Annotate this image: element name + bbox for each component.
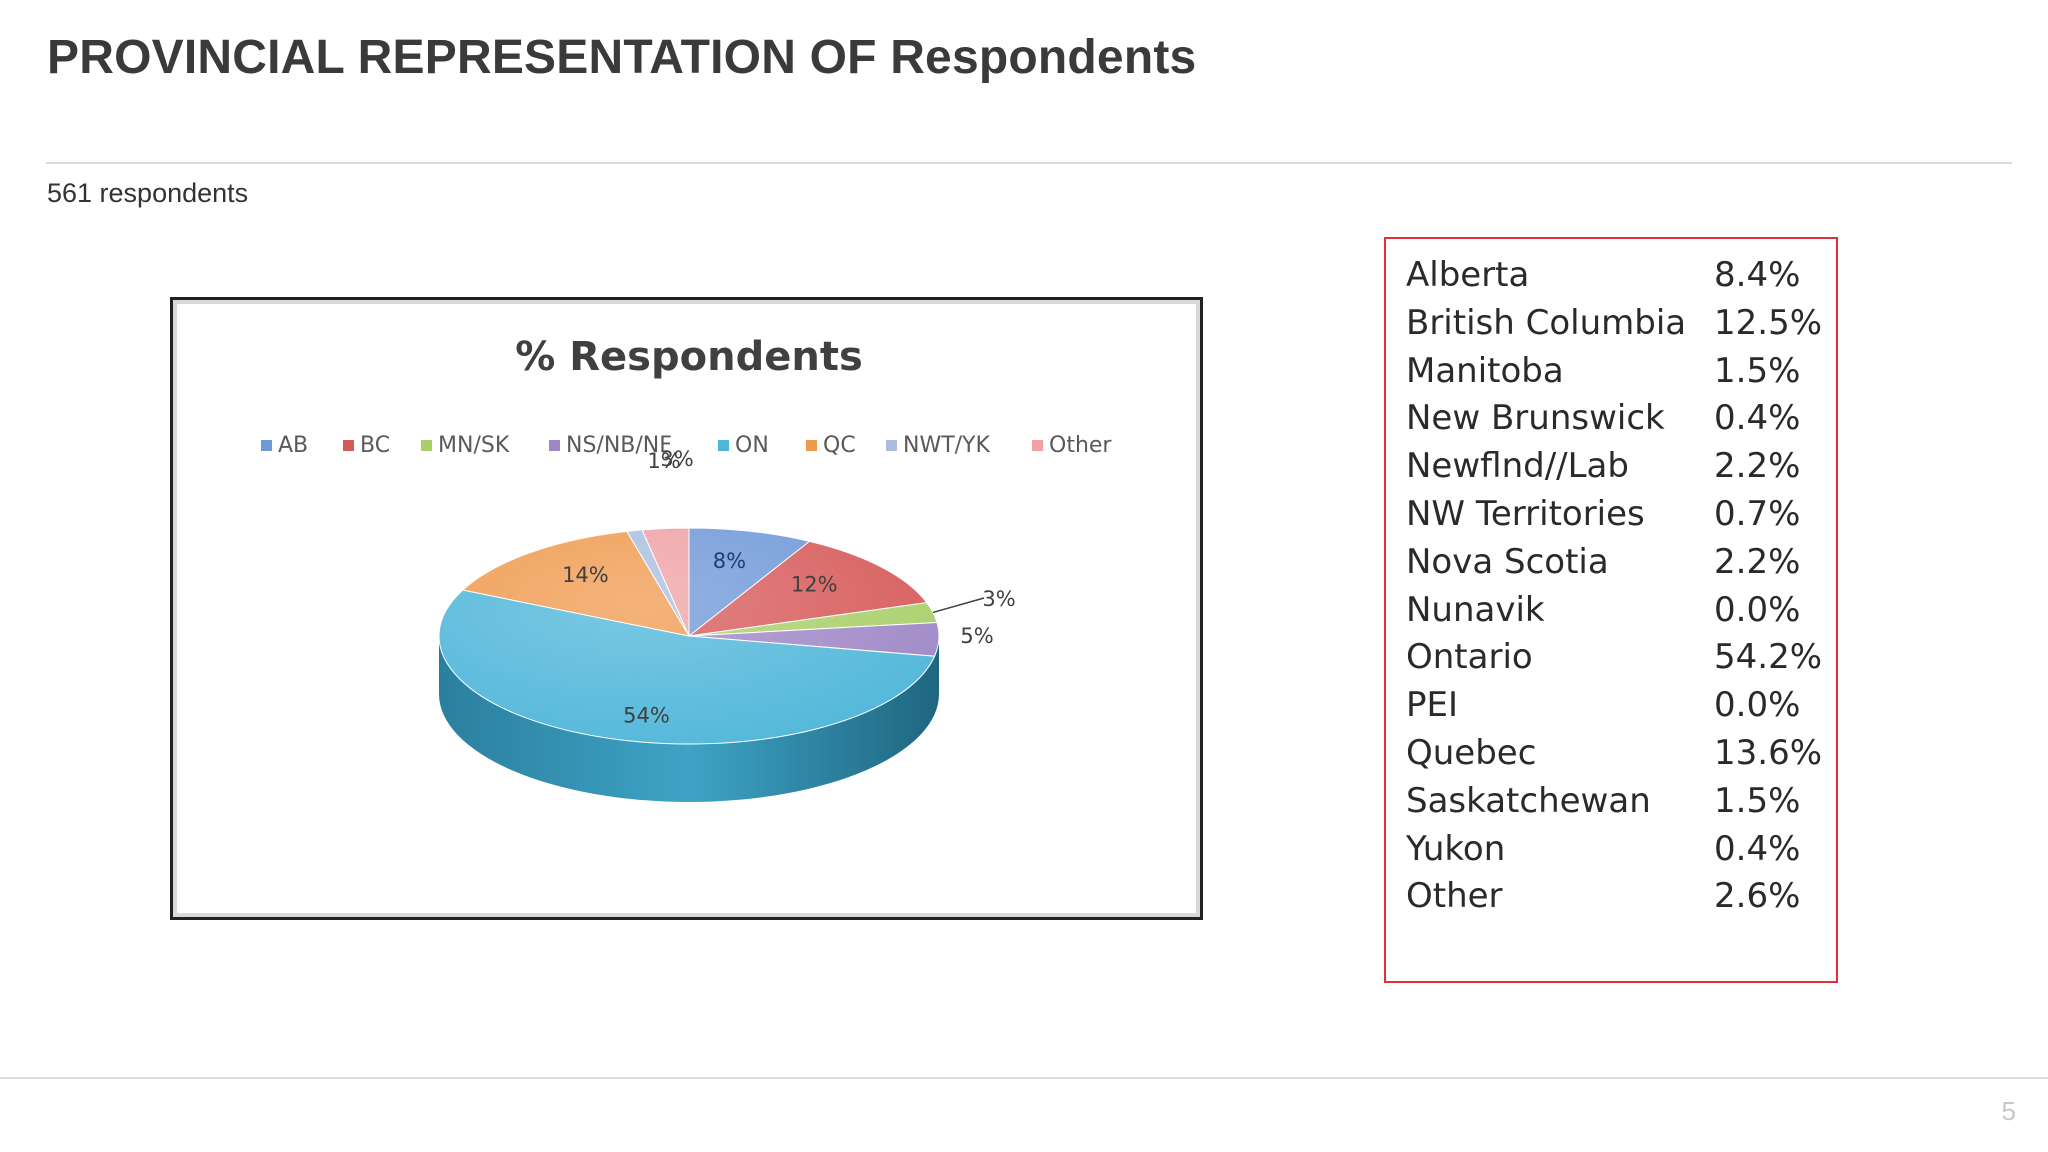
chart-legend: AB BC MN/SK NS/NB/NF ON QC NWT/YK Other <box>261 433 1112 458</box>
table-row: British Columbia 12.5% <box>1406 299 1826 347</box>
legend-label: QC <box>823 433 856 458</box>
province-name: British Columbia <box>1406 302 1687 343</box>
table-row: Quebec 13.6% <box>1406 729 1826 777</box>
table-row: NW Territories 0.7% <box>1406 490 1826 538</box>
pie-chart: % Respondents AB BC MN/SK NS/NB/NF ON QC NWT/Y… <box>170 297 1203 920</box>
province-percentage-table: Alberta 8.4% British Columbia 12.5% Manitoba… <box>1384 237 1838 983</box>
province-name: Ontario <box>1406 637 1533 678</box>
province-percent: 1.5% <box>1714 350 1801 391</box>
legend-swatch <box>261 440 272 451</box>
province-percent: 8.4% <box>1714 255 1801 295</box>
legend-label: Other <box>1049 433 1112 458</box>
province-percent: 2.6% <box>1714 876 1801 917</box>
page-title: PROVINCIAL REPRESENTATION OF Respondents <box>47 31 1197 84</box>
chart-title: % Respondents <box>515 334 863 380</box>
table-row: PEI 0.0% <box>1406 681 1826 729</box>
legend-swatch <box>549 440 560 451</box>
province-percent: 0.0% <box>1714 685 1801 726</box>
pie-data-label: 3% <box>660 447 693 471</box>
pie-data-label: 3% <box>982 587 1015 611</box>
table-row: Manitoba 1.5% <box>1406 347 1826 395</box>
province-percent: 0.4% <box>1714 828 1801 869</box>
province-name: Nunavik <box>1406 589 1545 630</box>
province-name: Alberta <box>1406 255 1530 295</box>
pie-chart-canvas: % Respondents AB BC MN/SK NS/NB/NF ON QC NWT/Y… <box>261 334 1112 802</box>
province-percent: 12.5% <box>1714 302 1823 343</box>
title-divider <box>46 162 2012 164</box>
legend-swatch <box>343 440 354 451</box>
pie-side <box>439 636 939 802</box>
province-percent: 2.2% <box>1714 446 1801 487</box>
province-name: NW Territories <box>1406 494 1645 534</box>
pie-data-label: 8% <box>713 549 746 573</box>
pie-data-label: 12% <box>791 572 838 596</box>
leader-line <box>932 597 985 614</box>
legend-swatch <box>718 440 729 451</box>
footer-divider <box>0 1077 2048 1079</box>
legend-label: BC <box>360 433 390 458</box>
pie-highlight <box>439 528 939 744</box>
province-name: New Brunswick <box>1406 398 1665 439</box>
pie-data-label: 54% <box>623 703 670 727</box>
pie-data-label: 5% <box>960 624 993 648</box>
province-name: Saskatchewan <box>1406 780 1651 821</box>
table-row: Saskatchewan 1.5% <box>1406 777 1826 825</box>
table-row: Nunavik 0.0% <box>1406 586 1826 634</box>
province-percent: 0.0% <box>1714 589 1801 630</box>
province-name: PEI <box>1406 685 1459 726</box>
province-percent: 0.7% <box>1714 494 1801 534</box>
table-row: Nova Scotia 2.2% <box>1406 538 1826 586</box>
pie-side-wall <box>439 636 939 802</box>
table-row: New Brunswick 0.4% <box>1406 394 1826 442</box>
legend-swatch <box>1032 440 1043 451</box>
table-row: Alberta 8.4% <box>1406 251 1826 299</box>
province-percent: 13.6% <box>1714 733 1823 773</box>
legend-swatch <box>806 440 817 451</box>
province-name: Manitoba <box>1406 350 1564 391</box>
legend-swatch <box>886 440 897 451</box>
province-name: Nova Scotia <box>1406 541 1609 582</box>
province-percent: 2.2% <box>1714 541 1801 582</box>
pie-data-label: 14% <box>562 563 609 587</box>
province-percent: 54.2% <box>1714 637 1823 678</box>
respondent-count: 561 respondents <box>47 178 249 208</box>
province-name: Other <box>1406 876 1503 917</box>
province-name: Yukon <box>1406 828 1506 869</box>
legend-label: NWT/YK <box>903 433 990 458</box>
legend-label: MN/SK <box>438 433 510 458</box>
table-row: Yukon 0.4% <box>1406 825 1826 873</box>
legend-label: NS/NB/NF <box>566 433 672 458</box>
province-name: Newflnd//Lab <box>1406 446 1629 487</box>
table-row: Other 2.6% <box>1406 872 1826 920</box>
province-name: Quebec <box>1406 733 1537 773</box>
pie-data-label: 1% <box>647 449 680 473</box>
pie-slices <box>438 527 940 745</box>
pie-data-labels: 8%12%3%5%54%14%1%3% <box>562 447 1016 727</box>
table-row: Ontario 54.2% <box>1406 633 1826 681</box>
province-percent: 0.4% <box>1714 398 1801 439</box>
table-row: Newflnd//Lab 2.2% <box>1406 442 1826 490</box>
legend-label: ON <box>735 433 769 458</box>
page-number: 5 <box>2001 1096 2016 1126</box>
province-percent: 1.5% <box>1714 780 1801 821</box>
legend-swatch <box>421 440 432 451</box>
legend-label: AB <box>278 433 308 458</box>
